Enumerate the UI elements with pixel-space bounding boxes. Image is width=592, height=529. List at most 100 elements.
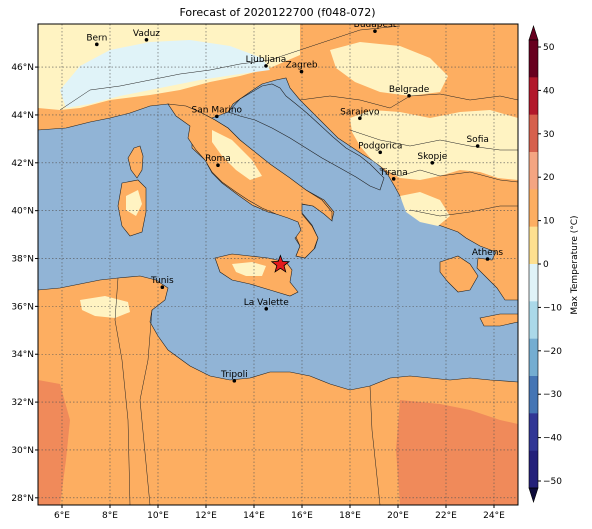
x-tick-label: 10°E (147, 511, 169, 521)
country-borders (59, 25, 518, 505)
adriatic-sea (227, 83, 385, 191)
y-tick-label: 40°N (11, 207, 34, 217)
city-label: Zagreb (285, 61, 317, 71)
city-label: San Marino (192, 105, 243, 115)
city-label: Bern (86, 33, 107, 43)
star-icon (270, 254, 291, 273)
alps-cold (60, 40, 270, 108)
colorbar-tick-label: −40 (543, 434, 562, 444)
colorbar-segment (529, 450, 538, 489)
y-axis-ticks: 28°N 30°N 32°N 34°N 36°N 38°N 40°N 42°N 44°N 46°N (11, 63, 38, 504)
y-tick-label: 46°N (11, 63, 34, 73)
greece-mild (400, 192, 450, 226)
colorbar-tick-label: 50 (543, 43, 555, 53)
city-label: Podgorica (358, 141, 402, 151)
x-tick-label: 6°E (54, 511, 70, 521)
city-dot (264, 306, 269, 311)
sicily-mild (232, 262, 266, 276)
city-dot (232, 379, 237, 383)
x-tick-label: 12°E (195, 511, 217, 521)
city-dot (95, 42, 99, 47)
city-label: Skopje (417, 152, 447, 162)
colorbar-tick-label: 0 (543, 260, 549, 270)
city-label: Sarajevo (340, 107, 380, 117)
x-tick-label: 22°E (435, 511, 457, 521)
colorbar-extend-top (528, 25, 539, 41)
map-title: Forecast of 2020122700 (f048-072) (179, 6, 376, 19)
city-dot (475, 144, 480, 148)
city-dot (485, 257, 490, 261)
graticule (38, 24, 518, 505)
hungary-mild (330, 42, 448, 96)
city-dot (391, 177, 396, 181)
y-tick-label: 34°N (11, 350, 34, 360)
colorbar-tick-label: −50 (543, 477, 562, 487)
x-tick-label: 8°E (102, 511, 118, 521)
colorbar-segment (529, 301, 538, 339)
city-dot (215, 114, 219, 119)
city-label: Sofia (466, 135, 488, 145)
city-label: Belgrade (389, 85, 430, 95)
colorbar-tick-label: −20 (543, 347, 562, 357)
corsica-land (127, 145, 144, 179)
x-axis-ticks: 6°E 8°E 10°E 12°E 14°E 16°E 18°E 20°E 22°E 24°E (54, 505, 505, 521)
x-tick-label: 24°E (483, 511, 505, 521)
city-label: Tunis (150, 276, 174, 286)
colorbar-segment (529, 264, 538, 302)
italy-land (167, 103, 333, 259)
y-tick-label: 38°N (11, 255, 34, 265)
sardinia-mild (126, 190, 142, 216)
map-frame (37, 23, 519, 506)
city-label: Roma (205, 154, 231, 164)
colorbar-segment (529, 413, 538, 451)
x-tick-label: 16°E (291, 511, 313, 521)
city-dot (160, 285, 165, 290)
colorbar-segment (529, 40, 538, 78)
city-dot (144, 37, 149, 42)
colorbar-tick-label: −30 (543, 390, 562, 400)
colorbar-tick-label: 30 (543, 130, 555, 140)
city-label: Tripoli (220, 370, 248, 380)
y-tick-label: 30°N (11, 446, 34, 456)
city-label: Vaduz (133, 29, 160, 39)
colorbar-segment (529, 77, 538, 115)
colorbar-tick-label: −10 (543, 303, 562, 313)
city-dot (216, 163, 220, 167)
colorbar-segment (529, 376, 538, 414)
city-dot (264, 64, 268, 68)
colorbar: 50 40 30 20 10 0 −10 −20 −30 −40 −50 (528, 25, 562, 503)
city-dot (299, 69, 304, 74)
city-label: Ljubljana (246, 55, 287, 65)
colorbar-segment (529, 338, 538, 377)
colorbar-segment (529, 189, 538, 227)
colorbar-segment (529, 226, 538, 265)
y-tick-label: 28°N (11, 494, 34, 504)
city-label: Tirana (379, 168, 408, 178)
city-dot (407, 93, 411, 98)
y-tick-label: 42°N (11, 159, 34, 169)
colorbar-label: Max Temperature (°C) (570, 215, 580, 314)
central-apennine-mild (212, 130, 262, 180)
x-tick-label: 20°E (387, 511, 409, 521)
colorbar-tick-label: 20 (543, 173, 555, 183)
city-dot (430, 160, 435, 165)
sahara-warm (38, 380, 518, 505)
tunisia-mild (80, 296, 130, 318)
y-tick-label: 36°N (11, 302, 34, 312)
city-dot (373, 29, 377, 33)
x-tick-label: 14°E (243, 511, 265, 521)
y-tick-label: 44°N (11, 111, 34, 121)
city-label: Budapest (354, 20, 397, 30)
colorbar-segment (529, 152, 538, 190)
x-tick-label: 18°E (339, 511, 361, 521)
colorbar-extend-bottom (528, 487, 539, 503)
colorbar-tick-label: 40 (543, 86, 555, 96)
crete-land (479, 313, 518, 327)
colorbar-tick-label: 10 (543, 217, 555, 227)
city-dot (378, 150, 383, 155)
city-dot (358, 116, 362, 121)
y-tick-label: 32°N (11, 398, 34, 408)
